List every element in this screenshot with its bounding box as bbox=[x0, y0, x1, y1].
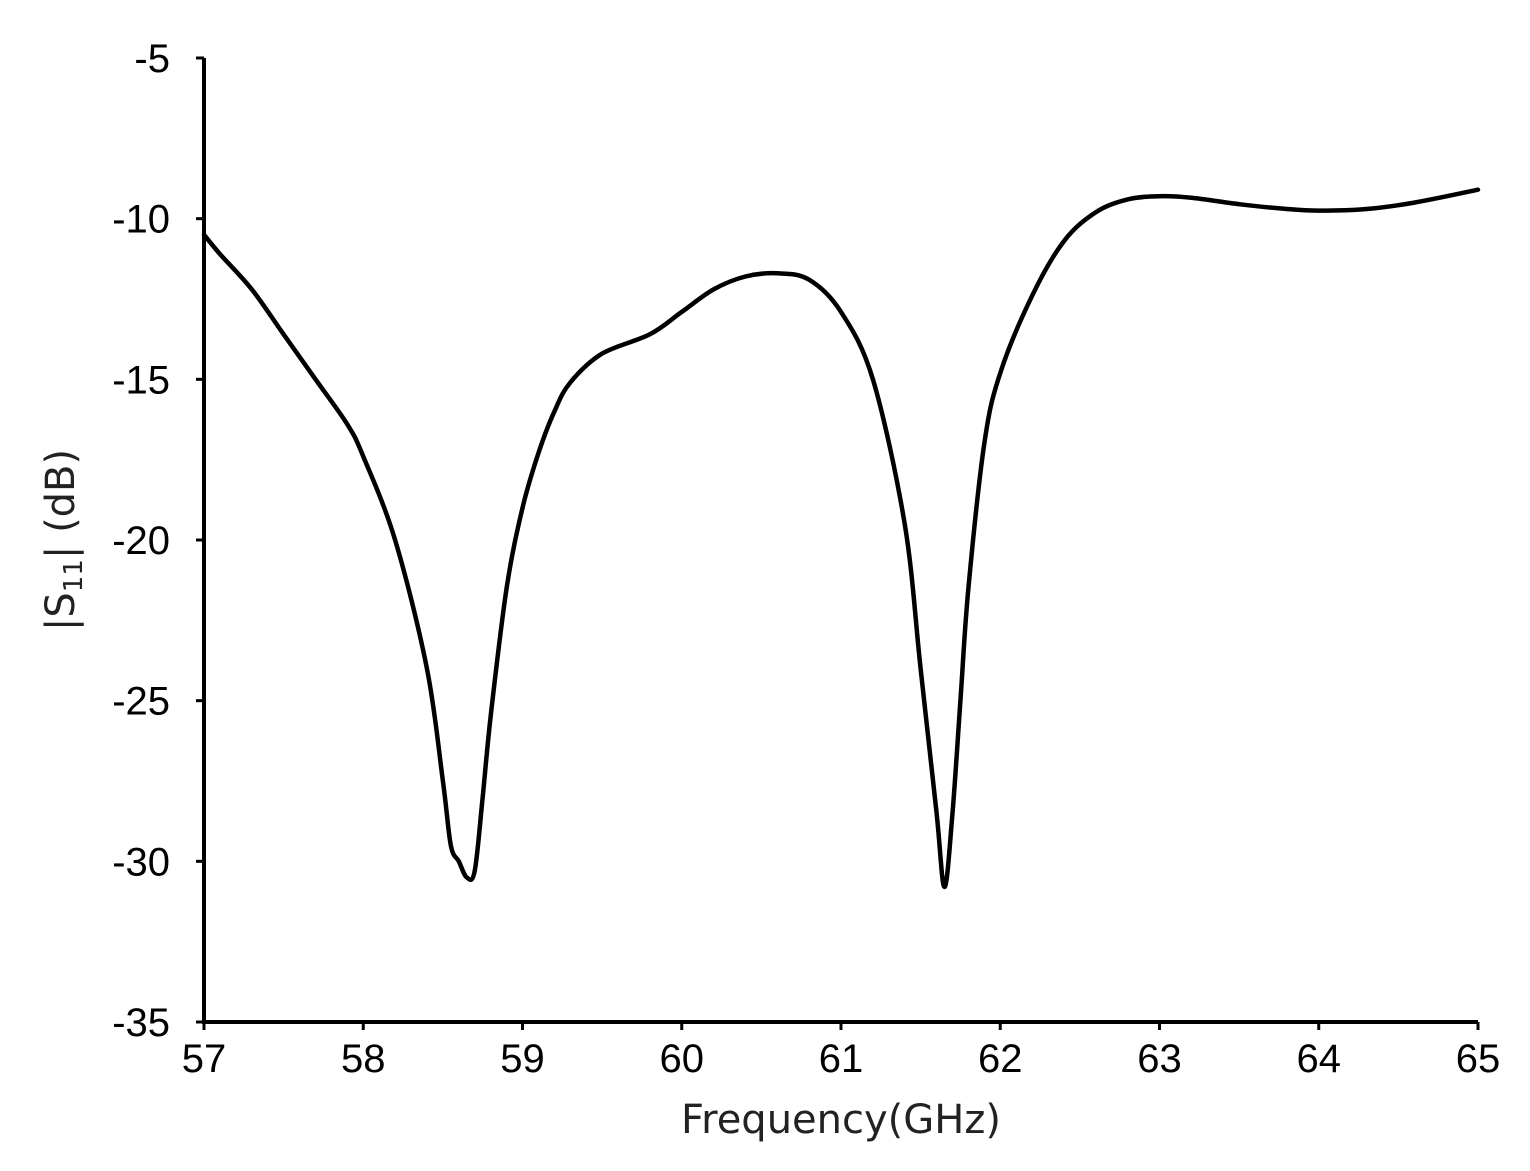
x-tick-label: 61 bbox=[819, 1037, 864, 1081]
x-tick-label: 58 bbox=[341, 1037, 386, 1081]
x-tick-label: 57 bbox=[182, 1037, 227, 1081]
x-axis-ticks: 57 58 59 60 61 62 63 64 65 bbox=[182, 1022, 1501, 1081]
y-axis-title-subscript: 11 bbox=[59, 559, 89, 592]
y-tick-label: -30 bbox=[112, 840, 170, 884]
x-tick-label: 64 bbox=[1297, 1037, 1342, 1081]
y-axis-ticks: -5 -10 -15 -20 -25 -30 -35 bbox=[112, 37, 204, 1045]
y-tick-label: -20 bbox=[112, 519, 170, 563]
y-tick-label: -10 bbox=[112, 198, 170, 242]
s11-curve bbox=[201, 187, 1481, 890]
y-axis-title: |S11| (dB) bbox=[38, 449, 89, 631]
y-tick-label: -15 bbox=[112, 358, 170, 402]
x-tick-label: 65 bbox=[1456, 1037, 1501, 1081]
x-tick-label: 60 bbox=[660, 1037, 705, 1081]
y-axis-title-main: |S bbox=[38, 592, 84, 631]
y-tick-label: -35 bbox=[112, 1001, 170, 1045]
x-tick-label: 59 bbox=[500, 1037, 545, 1081]
y-tick-label: -5 bbox=[134, 37, 170, 81]
x-tick-label: 63 bbox=[1137, 1037, 1182, 1081]
y-axis-title-suffix: | (dB) bbox=[38, 449, 84, 559]
x-axis-title: Frequency(GHz) bbox=[681, 1097, 1001, 1143]
x-tick-label: 62 bbox=[978, 1037, 1023, 1081]
y-tick-label: -25 bbox=[112, 680, 170, 724]
